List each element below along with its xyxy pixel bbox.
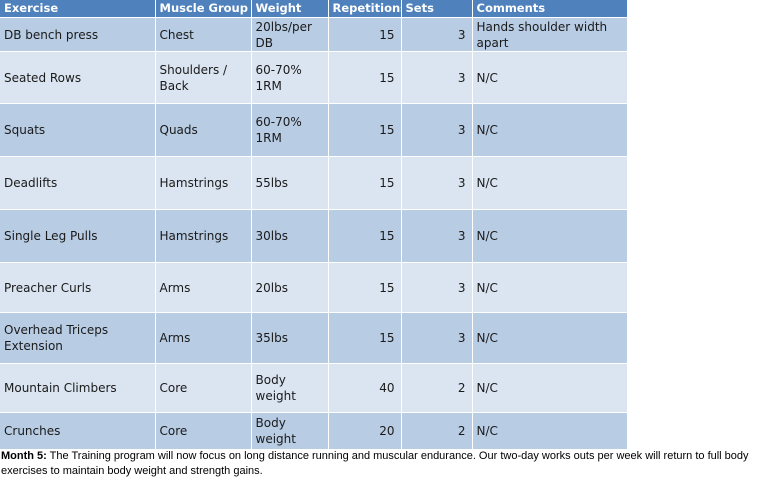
cell-muscle-group: Hamstrings bbox=[155, 156, 252, 210]
cell-muscle-group: Hamstrings bbox=[155, 209, 252, 263]
cell-exercise: Seated Rows bbox=[0, 51, 156, 104]
cell-comments: N/C bbox=[472, 312, 628, 364]
header-sets: Sets bbox=[401, 0, 473, 18]
cell-exercise: Overhead Triceps Extension bbox=[0, 312, 156, 364]
cell-repetitions: 15 bbox=[328, 209, 402, 263]
cell-comments: Hands shoulder width apart bbox=[472, 17, 628, 52]
month-note-text: The Training program will now focus on l… bbox=[1, 450, 749, 477]
cell-repetitions: 40 bbox=[328, 363, 402, 413]
cell-comments: N/C bbox=[472, 51, 628, 104]
cell-exercise: Preacher Curls bbox=[0, 262, 156, 313]
cell-sets: 3 bbox=[401, 17, 473, 52]
cell-weight: 20lbs bbox=[251, 262, 329, 313]
cell-weight: 35lbs bbox=[251, 312, 329, 364]
cell-weight: 20lbs/per DB bbox=[251, 17, 329, 52]
cell-sets: 3 bbox=[401, 51, 473, 104]
cell-repetitions: 20 bbox=[328, 412, 402, 449]
cell-muscle-group: Chest bbox=[155, 17, 252, 52]
cell-exercise: DB bench press bbox=[0, 17, 156, 52]
cell-exercise: Squats bbox=[0, 103, 156, 157]
workout-table: Exercise Muscle Group Weight Repetitions… bbox=[0, 0, 628, 449]
cell-exercise: Single Leg Pulls bbox=[0, 209, 156, 263]
header-comments: Comments bbox=[472, 0, 628, 18]
cell-comments: N/C bbox=[472, 103, 628, 157]
cell-weight: 60-70% 1RM bbox=[251, 103, 329, 157]
table-row: Single Leg Pulls Hamstrings 30lbs 15 3 N… bbox=[0, 209, 628, 263]
cell-comments: N/C bbox=[472, 363, 628, 413]
table-row: Squats Quads 60-70% 1RM 15 3 N/C bbox=[0, 103, 628, 157]
month-note-paragraph: Month 5: The Training program will now f… bbox=[1, 449, 767, 479]
cell-comments: N/C bbox=[472, 156, 628, 210]
cell-repetitions: 15 bbox=[328, 17, 402, 52]
table-row: DB bench press Chest 20lbs/per DB 15 3 H… bbox=[0, 17, 628, 52]
cell-sets: 3 bbox=[401, 312, 473, 364]
table-row: Overhead Triceps Extension Arms 35lbs 15… bbox=[0, 312, 628, 364]
header-muscle-group: Muscle Group bbox=[155, 0, 252, 18]
table-row: Preacher Curls Arms 20lbs 15 3 N/C bbox=[0, 262, 628, 313]
cell-sets: 3 bbox=[401, 156, 473, 210]
table-row: Crunches Core Body weight 20 2 N/C bbox=[0, 412, 628, 449]
table-row: Mountain Climbers Core Body weight 40 2 … bbox=[0, 363, 628, 413]
cell-sets: 3 bbox=[401, 262, 473, 313]
cell-repetitions: 15 bbox=[328, 103, 402, 157]
table-header-row: Exercise Muscle Group Weight Repetitions… bbox=[0, 0, 628, 18]
cell-muscle-group: Shoulders / Back bbox=[155, 51, 252, 104]
cell-repetitions: 15 bbox=[328, 312, 402, 364]
cell-exercise: Mountain Climbers bbox=[0, 363, 156, 413]
table-row: Deadlifts Hamstrings 55lbs 15 3 N/C bbox=[0, 156, 628, 210]
cell-muscle-group: Core bbox=[155, 363, 252, 413]
cell-comments: N/C bbox=[472, 412, 628, 449]
cell-sets: 2 bbox=[401, 363, 473, 413]
cell-muscle-group: Arms bbox=[155, 312, 252, 364]
month-note-label: Month 5: bbox=[1, 450, 47, 462]
cell-sets: 3 bbox=[401, 209, 473, 263]
cell-weight: Body weight bbox=[251, 412, 329, 449]
cell-weight: 60-70% 1RM bbox=[251, 51, 329, 104]
cell-weight: 55lbs bbox=[251, 156, 329, 210]
table-row: Seated Rows Shoulders / Back 60-70% 1RM … bbox=[0, 51, 628, 104]
header-repetitions: Repetitions bbox=[328, 0, 402, 18]
cell-repetitions: 15 bbox=[328, 262, 402, 313]
cell-muscle-group: Quads bbox=[155, 103, 252, 157]
cell-muscle-group: Arms bbox=[155, 262, 252, 313]
cell-repetitions: 15 bbox=[328, 51, 402, 104]
cell-weight: 30lbs bbox=[251, 209, 329, 263]
cell-sets: 2 bbox=[401, 412, 473, 449]
cell-exercise: Crunches bbox=[0, 412, 156, 449]
cell-weight: Body weight bbox=[251, 363, 329, 413]
cell-exercise: Deadlifts bbox=[0, 156, 156, 210]
header-weight: Weight bbox=[251, 0, 329, 18]
cell-comments: N/C bbox=[472, 209, 628, 263]
cell-comments: N/C bbox=[472, 262, 628, 313]
cell-sets: 3 bbox=[401, 103, 473, 157]
cell-muscle-group: Core bbox=[155, 412, 252, 449]
cell-repetitions: 15 bbox=[328, 156, 402, 210]
header-exercise: Exercise bbox=[0, 0, 156, 18]
